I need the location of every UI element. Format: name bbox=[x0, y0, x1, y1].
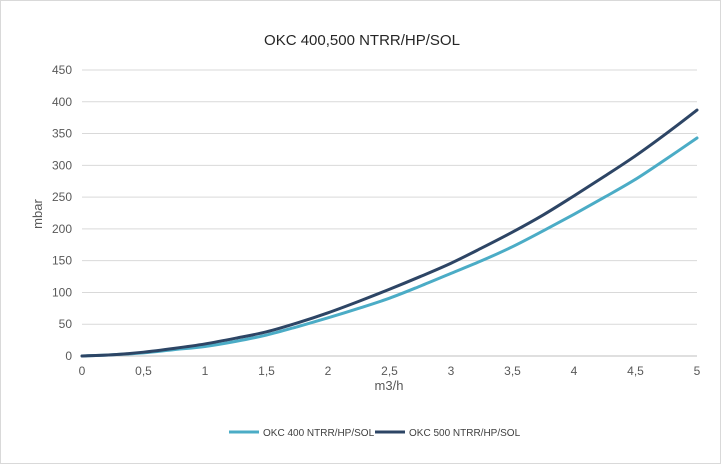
axis-layer: 0 50 100 150 200 250 300 350 400 450 0 0,5 1 1,5 2 2,5 3… bbox=[52, 63, 701, 378]
x-tick-label-4-5: 4,5 bbox=[627, 364, 644, 378]
x-tick-label-4: 4 bbox=[571, 364, 578, 378]
x-tick-label-1-5: 1,5 bbox=[258, 364, 275, 378]
x-tick-label-3-5: 3,5 bbox=[504, 364, 521, 378]
x-axis-title: m3/h bbox=[375, 378, 404, 393]
x-tick-label-1: 1 bbox=[202, 364, 209, 378]
y-tick-label-150: 150 bbox=[52, 254, 72, 268]
y-tick-label-100: 100 bbox=[52, 285, 72, 299]
y-tick-label-50: 50 bbox=[59, 317, 73, 331]
y-tick-label-200: 200 bbox=[52, 222, 72, 236]
x-tick-label-3: 3 bbox=[448, 364, 455, 378]
chart-title: OKC 400,500 NTRR/HP/SOL bbox=[264, 32, 460, 49]
legend-label-okc-400: OKC 400 NTRR/HP/SOL bbox=[263, 428, 375, 439]
y-axis-title: mbar bbox=[30, 199, 45, 229]
grid-layer bbox=[82, 69, 697, 325]
series-line-okc-500 bbox=[80, 108, 699, 358]
legend: OKC 400 NTRR/HP/SOL OKC 500 NTRR/HP/SOL bbox=[229, 428, 521, 439]
series-layer bbox=[80, 108, 699, 358]
y-tick-label-400: 400 bbox=[52, 95, 72, 109]
x-tick-label-0: 0 bbox=[79, 364, 86, 378]
y-tick-label-350: 350 bbox=[52, 127, 72, 141]
y-tick-label-250: 250 bbox=[52, 190, 72, 204]
y-tick-label-450: 450 bbox=[52, 63, 72, 77]
y-tick-label-0: 0 bbox=[65, 349, 72, 363]
legend-label-okc-500: OKC 500 NTRR/HP/SOL bbox=[409, 428, 521, 439]
series-line-okc-400 bbox=[80, 136, 699, 358]
y-tick-label-300: 300 bbox=[52, 158, 72, 172]
x-tick-label-5: 5 bbox=[694, 364, 701, 378]
x-tick-label-2-5: 2,5 bbox=[381, 364, 398, 378]
x-tick-label-0-5: 0,5 bbox=[135, 364, 152, 378]
x-tick-label-2: 2 bbox=[325, 364, 332, 378]
